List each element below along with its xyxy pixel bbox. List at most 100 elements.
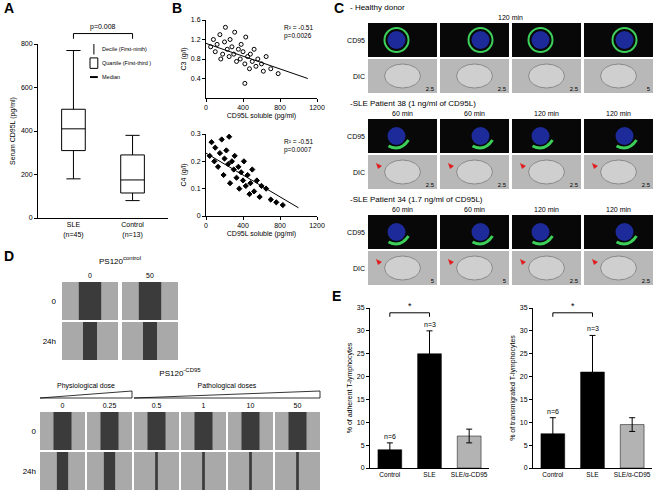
svg-text:120 min: 120 min xyxy=(534,110,559,117)
svg-text:Control(n=13): Control(n=13) xyxy=(121,221,144,238)
svg-text:0: 0 xyxy=(52,297,57,306)
svg-text:-SLE Patient 34 (1.7 ng/ml of: -SLE Patient 34 (1.7 ng/ml of CD95L) xyxy=(350,195,483,204)
svg-text:120 min: 120 min xyxy=(498,14,523,21)
svg-text:- Healthy donor: - Healthy donor xyxy=(350,3,405,12)
svg-text:n=6: n=6 xyxy=(547,408,559,415)
svg-text:60 min: 60 min xyxy=(392,206,413,213)
svg-text:0: 0 xyxy=(61,402,65,409)
svg-text:5: 5 xyxy=(647,86,651,92)
svg-text:2.5: 2.5 xyxy=(642,182,651,188)
svg-text:*: * xyxy=(408,301,412,311)
svg-text:Quartile (First-third ): Quartile (First-third ) xyxy=(102,60,151,66)
svg-text:2.5: 2.5 xyxy=(426,86,435,92)
svg-text:0.4: 0.4 xyxy=(191,75,201,82)
svg-text:DIC: DIC xyxy=(353,265,365,272)
svg-text:0.2: 0.2 xyxy=(191,158,201,165)
svg-text:CD95: CD95 xyxy=(347,133,365,140)
svg-text:120 min: 120 min xyxy=(534,206,559,213)
svg-text:n=6: n=6 xyxy=(384,433,396,440)
svg-text:5: 5 xyxy=(361,442,365,449)
svg-text:0.8: 0.8 xyxy=(191,55,201,62)
svg-text:Physiological dose: Physiological dose xyxy=(57,382,115,390)
svg-text:50: 50 xyxy=(294,402,302,409)
svg-text:24h: 24h xyxy=(43,337,56,346)
svg-text:60 min: 60 min xyxy=(392,110,413,117)
svg-text:0.1: 0.1 xyxy=(191,185,201,192)
svg-text:PS120control: PS120control xyxy=(99,255,141,266)
svg-text:R² = -0.51p=0.0007: R² = -0.51p=0.0007 xyxy=(284,138,313,154)
svg-text:24h: 24h xyxy=(23,467,36,476)
svg-text:30: 30 xyxy=(520,327,528,334)
svg-text:2.5: 2.5 xyxy=(642,278,651,284)
svg-text:Pathological doses: Pathological doses xyxy=(198,382,257,390)
svg-text:SLE/α-CD95: SLE/α-CD95 xyxy=(451,471,488,478)
svg-text:0.3: 0.3 xyxy=(191,130,201,137)
svg-text:1: 1 xyxy=(202,402,206,409)
svg-text:0.5: 0.5 xyxy=(152,402,162,409)
svg-text:C4 (g/l): C4 (g/l) xyxy=(180,164,188,187)
svg-text:600: 600 xyxy=(21,84,33,91)
svg-text:400: 400 xyxy=(237,104,249,111)
svg-text:5: 5 xyxy=(524,442,528,449)
svg-text:Control: Control xyxy=(379,471,401,478)
svg-text:2.5: 2.5 xyxy=(498,86,507,92)
svg-text:1.2: 1.2 xyxy=(191,36,201,43)
svg-text:50: 50 xyxy=(146,272,154,279)
svg-text:5: 5 xyxy=(503,278,507,284)
svg-text:2.5: 2.5 xyxy=(570,182,579,188)
svg-text:-SLE Patient 38 (1 ng/ml of CD: -SLE Patient 38 (1 ng/ml of CD95L) xyxy=(350,99,476,108)
svg-text:n=3: n=3 xyxy=(587,325,599,332)
svg-text:10: 10 xyxy=(357,419,365,426)
svg-text:*: * xyxy=(571,301,575,311)
svg-text:CD95: CD95 xyxy=(347,229,365,236)
svg-text:20: 20 xyxy=(520,373,528,380)
svg-text:120 min: 120 min xyxy=(606,206,631,213)
svg-text:2.5: 2.5 xyxy=(570,86,579,92)
svg-text:C: C xyxy=(334,0,344,16)
svg-text:0: 0 xyxy=(88,272,92,279)
svg-text:800: 800 xyxy=(274,222,286,229)
svg-text:C3 (g/l): C3 (g/l) xyxy=(180,48,188,71)
svg-text:15: 15 xyxy=(357,396,365,403)
svg-text:Median: Median xyxy=(102,74,120,80)
svg-text:5: 5 xyxy=(431,278,435,284)
svg-text:35: 35 xyxy=(520,304,528,311)
svg-text:35: 35 xyxy=(357,304,365,311)
svg-text:2.5: 2.5 xyxy=(570,278,579,284)
svg-text:120 min: 120 min xyxy=(606,110,631,117)
svg-text:D: D xyxy=(4,248,14,264)
svg-text:0: 0 xyxy=(204,222,208,229)
svg-text:% of adherent T-lymphocytes: % of adherent T-lymphocytes xyxy=(346,342,354,433)
svg-text:800: 800 xyxy=(21,40,33,47)
svg-text:1200: 1200 xyxy=(309,104,325,111)
svg-text:60 min: 60 min xyxy=(464,110,485,117)
svg-text:SLE: SLE xyxy=(586,471,599,478)
svg-text:1.6: 1.6 xyxy=(191,16,201,23)
svg-text:SLE(n=45): SLE(n=45) xyxy=(63,221,83,238)
svg-text:25: 25 xyxy=(357,350,365,357)
svg-text:2.5: 2.5 xyxy=(498,182,507,188)
svg-text:PS120-CD95: PS120-CD95 xyxy=(159,367,201,378)
svg-text:25: 25 xyxy=(520,350,528,357)
svg-text:n=3: n=3 xyxy=(424,321,436,328)
svg-text:Serum CD95L (pg/ml): Serum CD95L (pg/ml) xyxy=(9,97,17,165)
svg-text:p=0.008: p=0.008 xyxy=(90,23,116,31)
svg-text:60 min: 60 min xyxy=(464,206,485,213)
svg-text:30: 30 xyxy=(357,327,365,334)
svg-text:10: 10 xyxy=(247,402,255,409)
svg-text:% of transmigrated T-lymphocyt: % of transmigrated T-lymphocytes xyxy=(509,335,517,441)
svg-text:R² = -0.51p=0.0026: R² = -0.51p=0.0026 xyxy=(284,24,313,40)
svg-text:800: 800 xyxy=(274,104,286,111)
svg-text:Control: Control xyxy=(542,471,564,478)
svg-text:0: 0 xyxy=(29,214,33,221)
svg-text:1200: 1200 xyxy=(309,222,325,229)
svg-text:15: 15 xyxy=(520,396,528,403)
svg-text:20: 20 xyxy=(357,373,365,380)
svg-text:CD95L soluble (pg/ml): CD95L soluble (pg/ml) xyxy=(227,230,296,238)
svg-text:0: 0 xyxy=(361,464,365,471)
svg-text:DIC: DIC xyxy=(353,169,365,176)
svg-text:400: 400 xyxy=(21,127,33,134)
svg-text:200: 200 xyxy=(21,171,33,178)
svg-text:SLE/α-CD95: SLE/α-CD95 xyxy=(614,471,651,478)
svg-text:SLE: SLE xyxy=(423,471,436,478)
